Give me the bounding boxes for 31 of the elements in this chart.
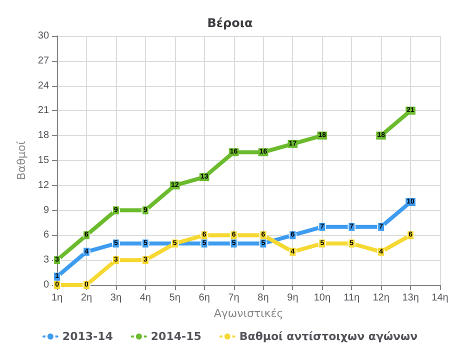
y-tick-label: 0 <box>43 280 50 290</box>
x-tick-label: 13η <box>402 292 419 304</box>
y-axis-title: Βαθμοί <box>15 140 28 180</box>
x-tick-label: 9η <box>287 292 298 304</box>
y-tick-label: 30 <box>38 30 50 42</box>
x-tick-label: 5η <box>169 292 180 304</box>
x-tick-label: 8η <box>258 292 269 304</box>
y-tick-label: 27 <box>38 55 50 66</box>
chart-title: Βέροια <box>207 16 253 30</box>
x-tick-label: 14η <box>432 292 448 304</box>
y-tick-label: 15 <box>38 155 50 166</box>
x-tick-label: 2η <box>80 292 92 304</box>
y-tick-label: 9 <box>43 204 50 216</box>
y-tick-label: 12 <box>38 180 50 191</box>
x-tick-label: 3η <box>110 292 122 304</box>
x-axis-title: Αγωνιστικές <box>214 306 284 320</box>
x-tick-label: 7η <box>228 292 240 304</box>
x-tick-label: 10η <box>314 292 331 304</box>
y-tick-label: 24 <box>38 80 50 92</box>
x-tick-label: 1η <box>51 292 63 304</box>
x-tick-label: 6η <box>198 292 210 304</box>
x-tick-label: 4η <box>140 292 151 304</box>
legend-label: 2014-15 <box>150 330 202 343</box>
y-tick-label: 18 <box>38 130 50 142</box>
y-tick-label: 3 <box>43 254 50 266</box>
legend-label: Βαθμοί αντίστοιχων αγώνων <box>239 330 418 343</box>
x-tick-label: 11η <box>344 292 360 304</box>
legend-label: 2013-14 <box>62 330 114 343</box>
y-tick-label: 6 <box>43 230 50 241</box>
y-tick-label: 21 <box>38 105 50 116</box>
x-tick-label: 12η <box>372 292 390 304</box>
